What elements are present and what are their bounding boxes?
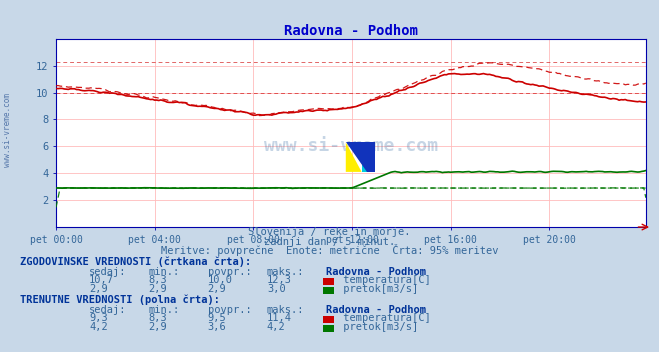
Text: Meritve: povprečne  Enote: metrične  Črta: 95% meritev: Meritve: povprečne Enote: metrične Črta:… bbox=[161, 244, 498, 256]
Text: min.:: min.: bbox=[148, 266, 179, 277]
Text: temperatura[C]: temperatura[C] bbox=[337, 275, 430, 285]
Text: zadnji dan / 5 minut.: zadnji dan / 5 minut. bbox=[264, 237, 395, 247]
Text: povpr.:: povpr.: bbox=[208, 266, 251, 277]
Text: 9,3: 9,3 bbox=[89, 313, 107, 323]
Text: 8,3: 8,3 bbox=[148, 313, 167, 323]
Text: sedaj:: sedaj: bbox=[89, 266, 127, 277]
Text: 4,2: 4,2 bbox=[267, 322, 285, 332]
Text: www.si-vreme.com: www.si-vreme.com bbox=[264, 137, 438, 155]
Polygon shape bbox=[346, 142, 374, 172]
Text: 3,6: 3,6 bbox=[208, 322, 226, 332]
Text: 8,3: 8,3 bbox=[148, 275, 167, 285]
Text: 2,9: 2,9 bbox=[148, 284, 167, 294]
Text: temperatura[C]: temperatura[C] bbox=[337, 313, 430, 323]
Text: 9,5: 9,5 bbox=[208, 313, 226, 323]
Text: Radovna - Podhom: Radovna - Podhom bbox=[326, 304, 426, 315]
Text: sedaj:: sedaj: bbox=[89, 304, 127, 315]
Text: 4,2: 4,2 bbox=[89, 322, 107, 332]
Text: 2,9: 2,9 bbox=[89, 284, 107, 294]
Polygon shape bbox=[346, 142, 362, 172]
Text: ZGODOVINSKE VREDNOSTI (črtkana črta):: ZGODOVINSKE VREDNOSTI (črtkana črta): bbox=[20, 256, 251, 267]
Text: pretok[m3/s]: pretok[m3/s] bbox=[337, 322, 418, 332]
Text: pretok[m3/s]: pretok[m3/s] bbox=[337, 284, 418, 294]
Text: 10,0: 10,0 bbox=[208, 275, 233, 285]
Text: Slovenija / reke in morje.: Slovenija / reke in morje. bbox=[248, 227, 411, 237]
Text: min.:: min.: bbox=[148, 304, 179, 315]
Text: www.si-vreme.com: www.si-vreme.com bbox=[3, 93, 13, 167]
Text: 12,3: 12,3 bbox=[267, 275, 292, 285]
Text: 2,9: 2,9 bbox=[148, 322, 167, 332]
Text: maks.:: maks.: bbox=[267, 266, 304, 277]
Text: 2,9: 2,9 bbox=[208, 284, 226, 294]
Polygon shape bbox=[362, 142, 367, 172]
Text: maks.:: maks.: bbox=[267, 304, 304, 315]
Text: 10,7: 10,7 bbox=[89, 275, 114, 285]
Text: Radovna - Podhom: Radovna - Podhom bbox=[326, 266, 426, 277]
Title: Radovna - Podhom: Radovna - Podhom bbox=[284, 24, 418, 38]
Text: 11,4: 11,4 bbox=[267, 313, 292, 323]
Text: 3,0: 3,0 bbox=[267, 284, 285, 294]
Text: povpr.:: povpr.: bbox=[208, 304, 251, 315]
Text: TRENUTNE VREDNOSTI (polna črta):: TRENUTNE VREDNOSTI (polna črta): bbox=[20, 294, 219, 305]
